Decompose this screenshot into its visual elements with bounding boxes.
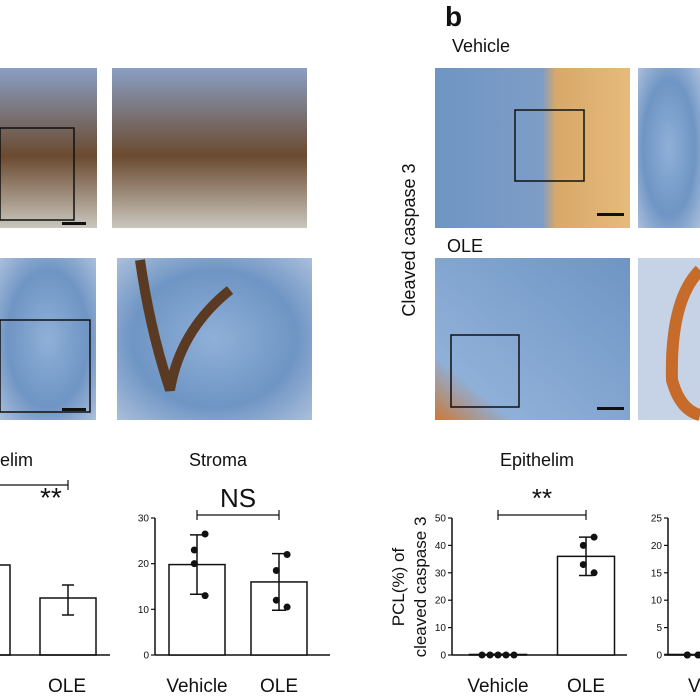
- y-tick-label: 50: [435, 514, 447, 525]
- y-tick-label: 10: [138, 605, 150, 616]
- micrographs: [0, 68, 700, 421]
- data-point: [201, 530, 209, 538]
- y-tick-label: 0: [656, 651, 662, 662]
- stain-label: Cleaved caspase 3: [399, 163, 419, 316]
- micrograph: [0, 68, 97, 228]
- data-point: [683, 651, 691, 659]
- data-point: [494, 651, 502, 659]
- y-axis-label: cleaved caspase 3: [411, 517, 430, 658]
- micrograph: [435, 68, 630, 228]
- y-tick-label: 20: [138, 559, 150, 570]
- x-tick-label: Vehicle: [467, 676, 528, 697]
- data-point: [478, 651, 486, 659]
- inset-box: [514, 109, 585, 182]
- scale-bar: [62, 222, 86, 225]
- scale-bar: [597, 407, 624, 410]
- data-point: [579, 561, 587, 569]
- data-point: [283, 603, 291, 611]
- image-label: Vehicle: [452, 36, 510, 56]
- y-tick-label: 15: [651, 568, 663, 579]
- significance: NS: [220, 483, 256, 513]
- image-label: OLE: [447, 236, 483, 256]
- x-tick-label: Ve: [688, 676, 700, 697]
- y-tick-label: 25: [651, 514, 663, 525]
- x-tick-label: OLE: [260, 676, 298, 697]
- y-tick-label: 5: [656, 623, 662, 634]
- inset-box: [0, 127, 75, 221]
- inset-box: [450, 334, 520, 408]
- data-point: [486, 651, 494, 659]
- chart-title: Stroma: [189, 450, 248, 470]
- y-axis-label: PCL(%) of: [389, 548, 408, 627]
- data-point: [272, 596, 280, 604]
- micrograph: [435, 258, 630, 420]
- panel-label: b: [445, 1, 462, 32]
- significance: **: [40, 482, 62, 513]
- micrograph: [112, 68, 307, 228]
- data-point: [579, 541, 587, 549]
- data-point: [590, 569, 598, 577]
- significance: **: [532, 483, 552, 513]
- x-tick-label: OLE: [567, 676, 605, 697]
- data-point: [590, 533, 598, 541]
- data-point: [283, 551, 291, 559]
- y-tick-label: 0: [143, 651, 149, 662]
- chart-title: Epithelim: [500, 450, 574, 470]
- bar: [0, 564, 11, 656]
- data-point: [502, 651, 510, 659]
- y-tick-label: 0: [440, 651, 446, 662]
- data-point: [201, 592, 209, 600]
- micrograph: [117, 258, 312, 420]
- x-tick-label: Vehicle: [166, 676, 227, 697]
- y-tick-label: 10: [435, 623, 447, 634]
- x-tick-label: OLE: [48, 676, 86, 697]
- y-tick-label: 30: [435, 568, 447, 579]
- bracket: [196, 510, 280, 520]
- inset-box: [0, 319, 91, 413]
- stain: [135, 259, 234, 392]
- y-tick-label: 20: [651, 541, 663, 552]
- y-tick-label: 20: [435, 596, 447, 607]
- y-tick-label: 30: [138, 514, 150, 525]
- data-point: [190, 560, 198, 568]
- stain: [665, 265, 700, 421]
- micrograph: [638, 68, 700, 228]
- micrograph: [0, 258, 96, 420]
- scale-bar: [62, 408, 86, 411]
- data-point: [694, 651, 700, 659]
- chart-title: elim: [0, 450, 33, 470]
- bracket: [497, 510, 587, 520]
- partial-chart: elim ** OLE: [0, 450, 110, 697]
- bracket: [0, 480, 69, 490]
- y-tick-label: 40: [435, 541, 447, 552]
- data-point: [272, 567, 280, 575]
- data-point: [510, 651, 518, 659]
- error-bar: [62, 584, 74, 616]
- scale-bar: [597, 213, 624, 216]
- y-tick-label: 10: [651, 596, 663, 607]
- data-point: [190, 546, 198, 554]
